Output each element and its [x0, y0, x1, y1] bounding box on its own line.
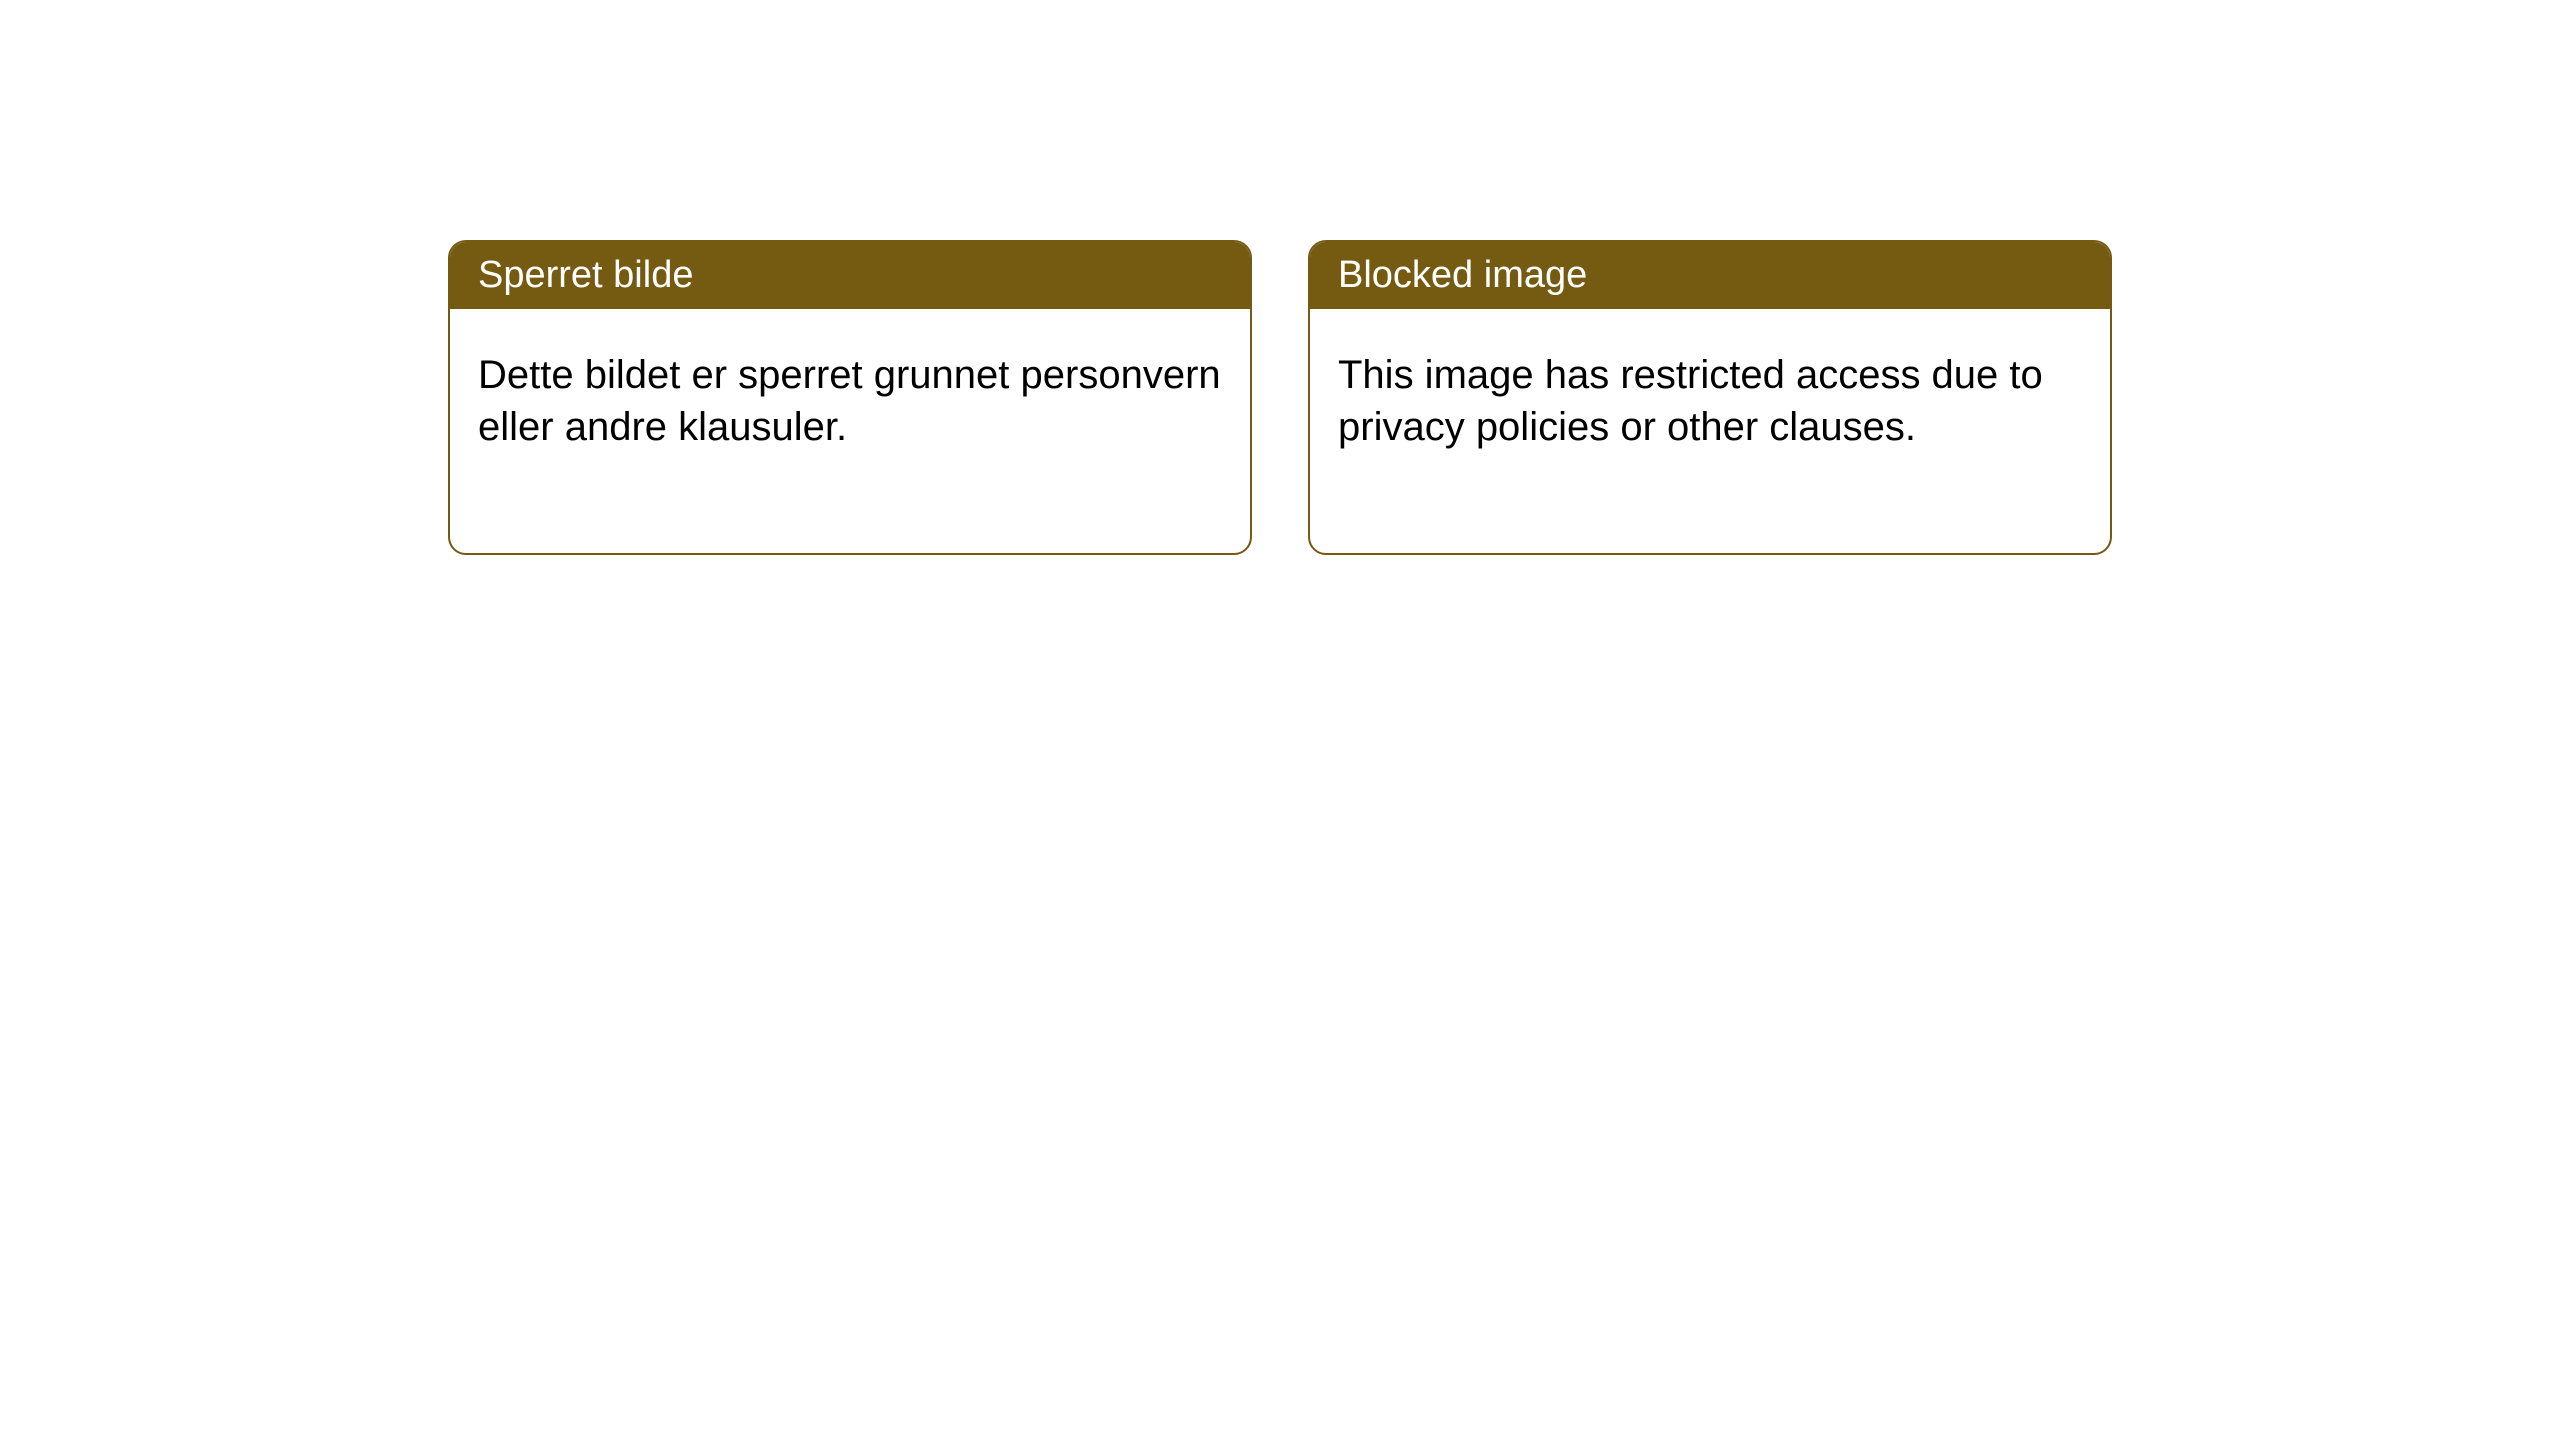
card-body: Dette bildet er sperret grunnet personve…: [450, 309, 1250, 553]
blocked-image-card-no: Sperret bilde Dette bildet er sperret gr…: [448, 240, 1252, 555]
card-header: Blocked image: [1310, 242, 2110, 309]
card-body: This image has restricted access due to …: [1310, 309, 2110, 553]
notice-cards-container: Sperret bilde Dette bildet er sperret gr…: [0, 0, 2560, 555]
card-title: Blocked image: [1338, 254, 1587, 296]
card-body-text: Dette bildet er sperret grunnet personve…: [478, 353, 1221, 449]
blocked-image-card-en: Blocked image This image has restricted …: [1308, 240, 2112, 555]
card-header: Sperret bilde: [450, 242, 1250, 309]
card-body-text: This image has restricted access due to …: [1338, 353, 2043, 449]
card-title: Sperret bilde: [478, 254, 693, 296]
